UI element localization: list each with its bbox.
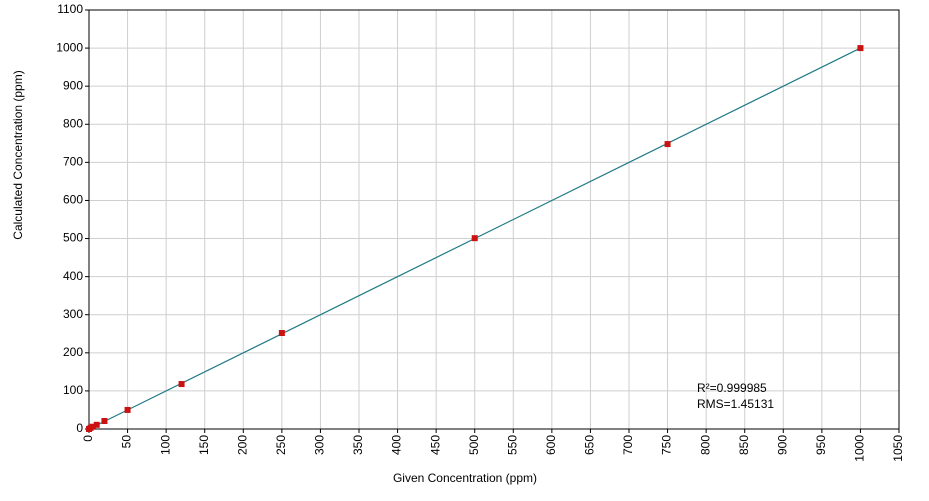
y-tick-label: 900 (63, 78, 83, 92)
data-points (86, 45, 864, 432)
x-tick-label: 200 (235, 435, 249, 455)
plot-area (89, 10, 899, 429)
x-tick-label: 850 (737, 435, 751, 455)
x-tick-label: 500 (467, 435, 481, 455)
x-tick-label: 50 (120, 435, 134, 449)
data-point (664, 141, 671, 148)
r-squared-annotation: R²=0.999985 (697, 381, 767, 395)
y-tick-label: 800 (63, 116, 83, 130)
data-point (89, 423, 96, 430)
x-tick-label: 1050 (891, 435, 905, 462)
data-point (857, 45, 864, 52)
x-tick-label: 550 (505, 435, 519, 455)
x-tick-label: 250 (274, 435, 288, 455)
data-point (278, 330, 285, 337)
data-point (93, 421, 100, 428)
x-tick-label: 300 (313, 435, 327, 455)
data-point (471, 235, 478, 242)
x-tick-label: 800 (698, 435, 712, 455)
y-axis-ticks: 0 100 200 300 400 500 600 700 800 900 1000 1100 (56, 2, 89, 435)
y-tick-label: 700 (63, 155, 83, 169)
y-tick-label: 400 (63, 269, 83, 283)
data-point (101, 418, 108, 425)
y-tick-label: 0 (76, 421, 83, 435)
plot-frame (88, 9, 900, 430)
y-axis-title: Calculated Concentration (ppm) (11, 70, 25, 239)
x-tick-label: 100 (158, 435, 172, 455)
x-tick-label: 400 (390, 435, 404, 455)
y-tick-label: 1100 (57, 2, 83, 16)
data-point (178, 381, 185, 388)
y-tick-label: 200 (63, 345, 83, 359)
x-tick-label: 350 (351, 435, 365, 455)
y-tick-label: 100 (63, 383, 83, 397)
y-tick-label: 300 (63, 307, 83, 321)
x-tick-label: 450 (428, 435, 442, 455)
grid-lines (89, 10, 899, 429)
x-axis-title: Given Concentration (ppm) (393, 471, 537, 485)
y-tick-label: 600 (63, 193, 83, 207)
rms-annotation: RMS=1.45131 (697, 397, 774, 411)
y-tick-label: 1000 (56, 40, 83, 54)
x-tick-label: 950 (814, 435, 828, 455)
x-tick-label: 150 (197, 435, 211, 455)
x-tick-label: 0 (81, 435, 95, 442)
y-tick-label: 500 (63, 231, 83, 245)
x-tick-label: 650 (583, 435, 597, 455)
data-point (124, 406, 131, 413)
x-tick-label: 900 (775, 435, 789, 455)
x-tick-label: 700 (621, 435, 635, 455)
x-tick-label: 750 (660, 435, 674, 455)
x-tick-label: 600 (544, 435, 558, 455)
x-axis-ticks: 0 50 100 150 200 250 300 350 400 450 500 550 600 650 7… (81, 429, 905, 462)
x-tick-label: 1000 (853, 435, 867, 462)
